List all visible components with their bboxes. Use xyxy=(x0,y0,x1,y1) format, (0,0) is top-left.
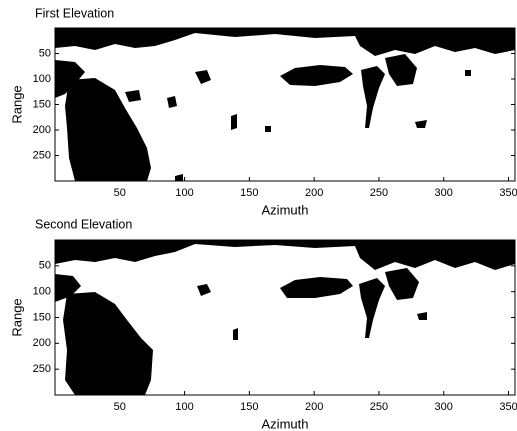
y-axis-label: Range xyxy=(9,298,24,336)
y-tick-label: 200 xyxy=(33,337,51,349)
y-tick-label: 200 xyxy=(33,124,51,136)
panel-title: Second Elevation xyxy=(35,217,132,231)
x-tick-label: 300 xyxy=(435,401,453,413)
y-tick-label: 100 xyxy=(33,73,51,85)
x-tick-label: 350 xyxy=(499,187,517,199)
x-tick-label: 150 xyxy=(240,401,258,413)
x-tick-label: 250 xyxy=(370,187,388,199)
y-tick-label: 50 xyxy=(39,260,51,272)
x-tick-label: 200 xyxy=(305,187,323,199)
x-tick-label: 150 xyxy=(240,187,258,199)
y-tick-label: 250 xyxy=(33,363,51,375)
y-tick-label: 50 xyxy=(39,47,51,59)
y-tick-label: 150 xyxy=(33,98,51,110)
x-tick-label: 100 xyxy=(175,401,193,413)
y-axis-label: Range xyxy=(9,85,24,123)
y-tick-label: 100 xyxy=(33,286,51,298)
x-tick-label: 350 xyxy=(499,401,517,413)
x-tick-label: 200 xyxy=(305,401,323,413)
panel-title: First Elevation xyxy=(35,6,114,20)
x-axis-label: Azimuth xyxy=(262,416,309,431)
x-axis-label: Azimuth xyxy=(262,202,309,217)
x-tick-label: 50 xyxy=(114,187,126,199)
x-tick-label: 50 xyxy=(114,401,126,413)
y-tick-label: 150 xyxy=(33,311,51,323)
x-tick-label: 300 xyxy=(435,187,453,199)
x-tick-label: 250 xyxy=(370,401,388,413)
y-tick-label: 250 xyxy=(33,149,51,161)
x-tick-label: 100 xyxy=(175,187,193,199)
